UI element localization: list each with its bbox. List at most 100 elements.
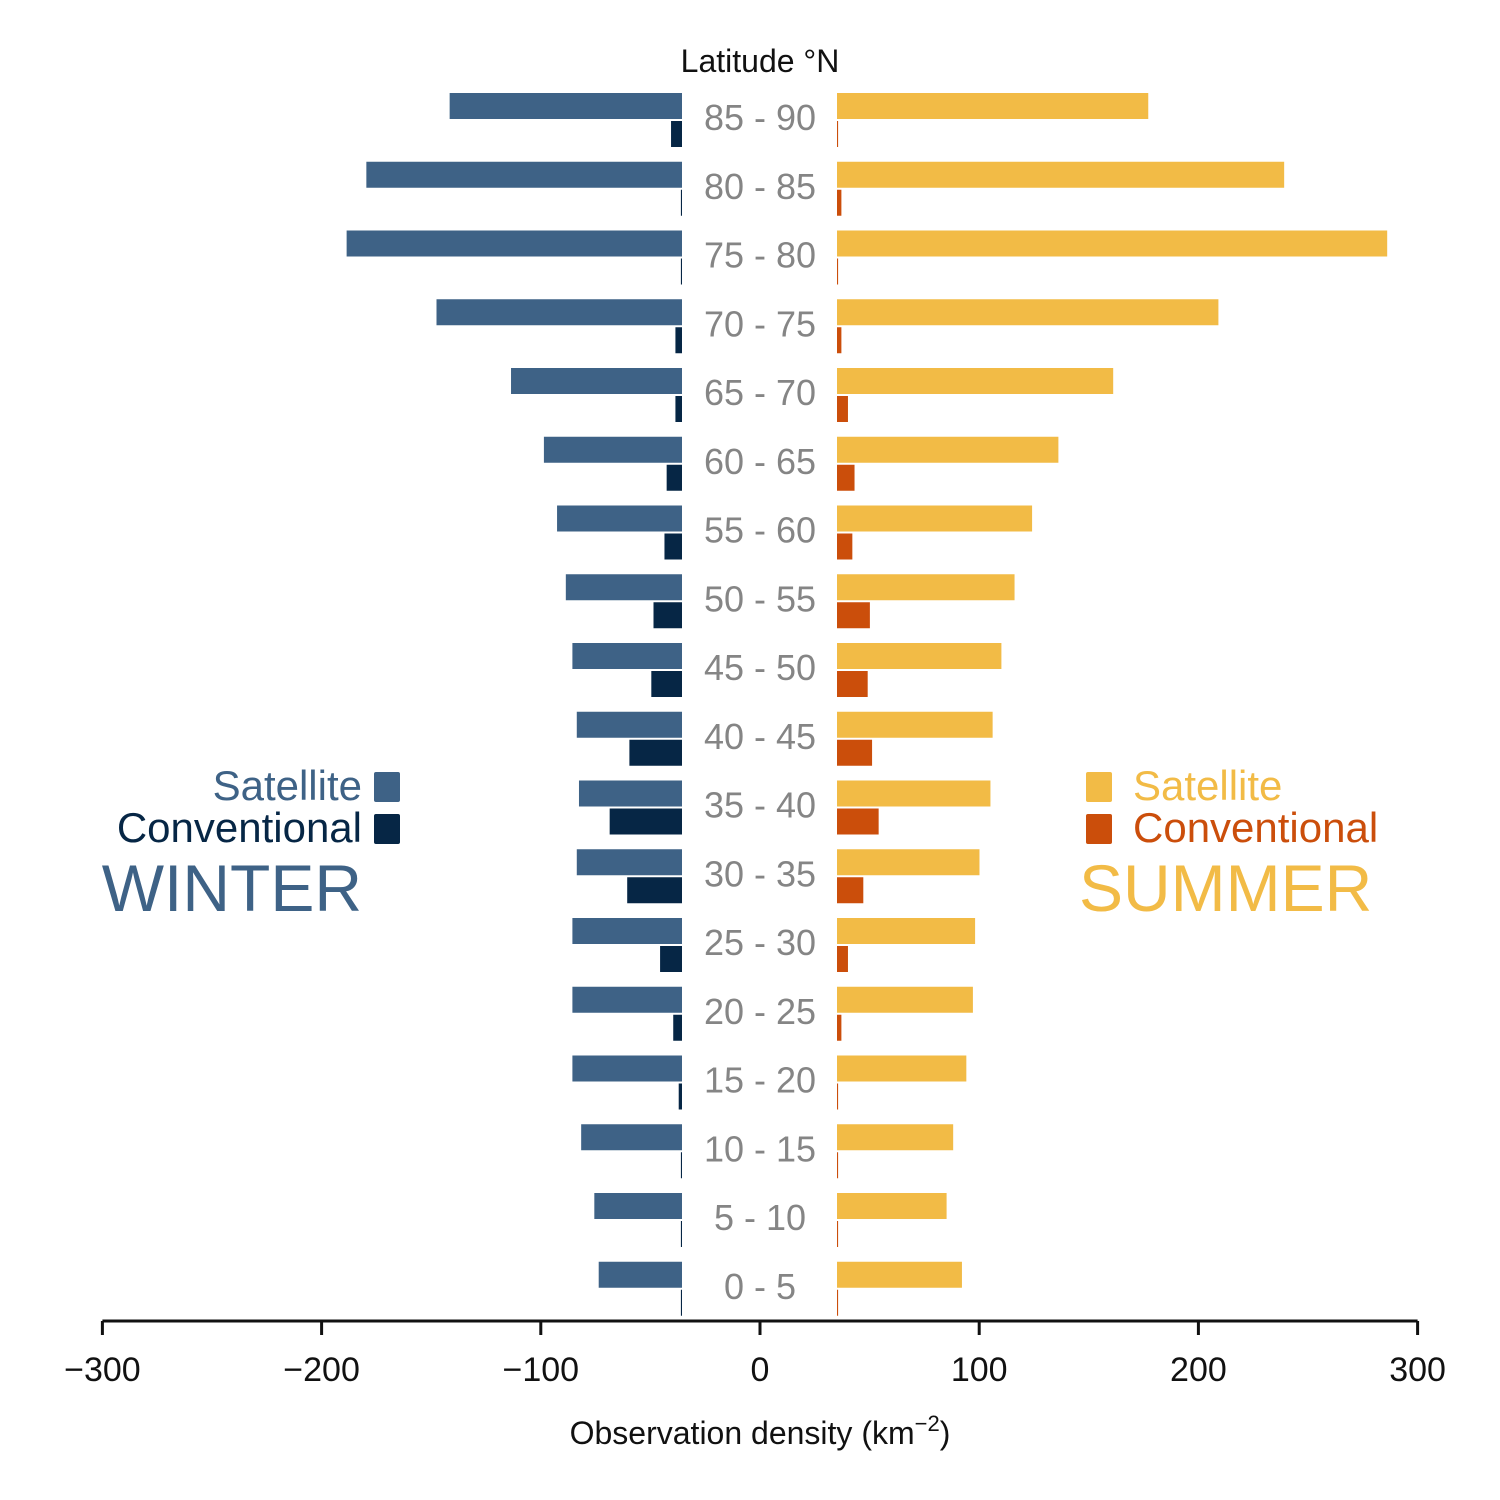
x-tick-label-300: 300: [1389, 1351, 1446, 1389]
category-label-40-45: 40 - 45: [704, 716, 816, 757]
bar-summer-conventional-35-40: [837, 808, 879, 835]
bar-summer-satellite-80-85: [837, 161, 1285, 188]
bar-winter-satellite-75-80: [346, 230, 682, 257]
bar-summer-conventional-50-55: [837, 602, 870, 629]
bar-winter-conventional-45-50: [651, 671, 682, 697]
category-label-75-80: 75 - 80: [704, 235, 816, 276]
category-label-0-5: 0 - 5: [724, 1266, 796, 1307]
bar-summer-satellite-55-60: [837, 505, 1033, 532]
bar-winter-satellite-50-55: [565, 574, 682, 601]
x-axis-label: Observation density (km−2): [570, 1411, 951, 1451]
bar-summer-satellite-30-35: [837, 849, 980, 876]
summer-legend-satellite-swatch: [1086, 772, 1112, 802]
bar-winter-satellite-80-85: [366, 161, 682, 188]
bar-winter-conventional-10-15: [680, 1152, 682, 1179]
bar-winter-satellite-15-20: [572, 1055, 682, 1082]
bar-winter-satellite-45-50: [572, 643, 682, 669]
category-label-15-20: 15 - 20: [704, 1060, 816, 1101]
winter-legend-conventional-label: Conventional: [117, 804, 362, 851]
summer-legend: Satellite Conventional SUMMER: [1079, 762, 1378, 925]
bar-summer-satellite-60-65: [837, 436, 1059, 463]
category-label-60-65: 60 - 65: [704, 441, 816, 482]
bar-winter-satellite-65-70: [511, 368, 682, 394]
bars-layer: [346, 93, 1388, 1316]
bar-winter-conventional-15-20: [678, 1083, 682, 1110]
bar-winter-conventional-30-35: [627, 877, 682, 904]
category-labels: 85 - 90 80 - 85 75 - 80 70 - 75 65 - 70 60 - …: [704, 97, 816, 1307]
category-label-5-10: 5 - 10: [714, 1197, 806, 1238]
bar-summer-satellite-45-50: [837, 643, 1002, 669]
bar-summer-satellite-5-10: [837, 1193, 947, 1219]
x-axis-label-exponent: −2: [915, 1411, 940, 1436]
x-tick-label--100: −100: [503, 1351, 580, 1389]
category-label-55-60: 55 - 60: [704, 510, 816, 551]
category-label-70-75: 70 - 75: [704, 303, 816, 344]
bar-summer-conventional-70-75: [837, 327, 842, 354]
bar-winter-satellite-70-75: [436, 299, 682, 326]
bar-summer-conventional-25-30: [837, 946, 848, 972]
bar-winter-satellite-5-10: [594, 1193, 682, 1219]
category-label-65-70: 65 - 70: [704, 372, 816, 413]
bar-summer-satellite-85-90: [837, 93, 1149, 119]
bar-summer-conventional-45-50: [837, 671, 868, 697]
bar-winter-satellite-20-25: [572, 986, 682, 1013]
bar-summer-satellite-10-15: [837, 1124, 954, 1151]
x-axis-label-close: ): [940, 1415, 951, 1451]
bar-winter-conventional-65-70: [675, 396, 682, 422]
bar-winter-satellite-10-15: [581, 1124, 682, 1151]
bar-winter-conventional-5-10: [680, 1221, 682, 1247]
bar-winter-satellite-25-30: [572, 918, 682, 944]
bar-winter-satellite-60-65: [543, 436, 682, 463]
bar-winter-satellite-35-40: [578, 780, 682, 807]
bar-winter-conventional-40-45: [629, 739, 682, 766]
summer-legend-conventional-swatch: [1086, 814, 1112, 844]
category-label-45-50: 45 - 50: [704, 647, 816, 688]
bar-summer-conventional-0-5: [837, 1289, 839, 1316]
category-label-25-30: 25 - 30: [704, 922, 816, 963]
bar-winter-conventional-20-25: [673, 1014, 682, 1041]
bar-winter-conventional-35-40: [609, 808, 682, 835]
bar-winter-conventional-70-75: [675, 327, 682, 354]
category-label-80-85: 80 - 85: [704, 166, 816, 207]
summer-legend-satellite-label: Satellite: [1133, 762, 1282, 809]
bar-summer-satellite-40-45: [837, 711, 993, 738]
bar-summer-satellite-70-75: [837, 299, 1219, 326]
bar-summer-conventional-10-15: [837, 1152, 839, 1179]
category-label-30-35: 30 - 35: [704, 853, 816, 894]
bar-summer-satellite-25-30: [837, 918, 976, 944]
bar-summer-satellite-0-5: [837, 1261, 962, 1288]
bar-winter-conventional-85-90: [671, 121, 682, 147]
summer-legend-conventional-label: Conventional: [1133, 804, 1378, 851]
bar-summer-satellite-15-20: [837, 1055, 967, 1082]
summer-title: SUMMER: [1079, 851, 1372, 925]
category-label-20-25: 20 - 25: [704, 991, 816, 1032]
bar-winter-conventional-50-55: [653, 602, 682, 629]
category-label-50-55: 50 - 55: [704, 578, 816, 619]
x-axis-label-text: Observation density (km: [570, 1415, 915, 1451]
x-tick-label-100: 100: [951, 1351, 1008, 1389]
bar-winter-satellite-0-5: [598, 1261, 682, 1288]
bar-winter-satellite-55-60: [557, 505, 682, 532]
bar-summer-satellite-35-40: [837, 780, 991, 807]
bar-winter-conventional-60-65: [666, 464, 682, 491]
category-label-85-90: 85 - 90: [704, 97, 816, 138]
bar-summer-conventional-85-90: [837, 121, 839, 147]
bar-winter-conventional-55-60: [664, 533, 682, 560]
bar-summer-conventional-75-80: [837, 258, 839, 285]
categories-title: Latitude °N: [681, 43, 840, 79]
bar-summer-conventional-55-60: [837, 533, 853, 560]
bar-summer-conventional-5-10: [837, 1221, 839, 1247]
x-tick-label--300: −300: [64, 1351, 141, 1389]
bar-summer-conventional-30-35: [837, 877, 864, 904]
bar-summer-conventional-15-20: [837, 1083, 839, 1110]
bar-winter-satellite-30-35: [576, 849, 682, 876]
bar-summer-satellite-20-25: [837, 986, 973, 1013]
bar-winter-conventional-0-5: [680, 1289, 682, 1316]
winter-title: WINTER: [102, 851, 362, 925]
winter-legend-satellite-swatch: [374, 772, 400, 802]
x-tick-label-200: 200: [1170, 1351, 1227, 1389]
bar-summer-conventional-20-25: [837, 1014, 842, 1041]
winter-legend: Satellite Conventional WINTER: [102, 762, 400, 925]
bar-summer-satellite-50-55: [837, 574, 1015, 601]
bar-summer-conventional-40-45: [837, 739, 873, 766]
